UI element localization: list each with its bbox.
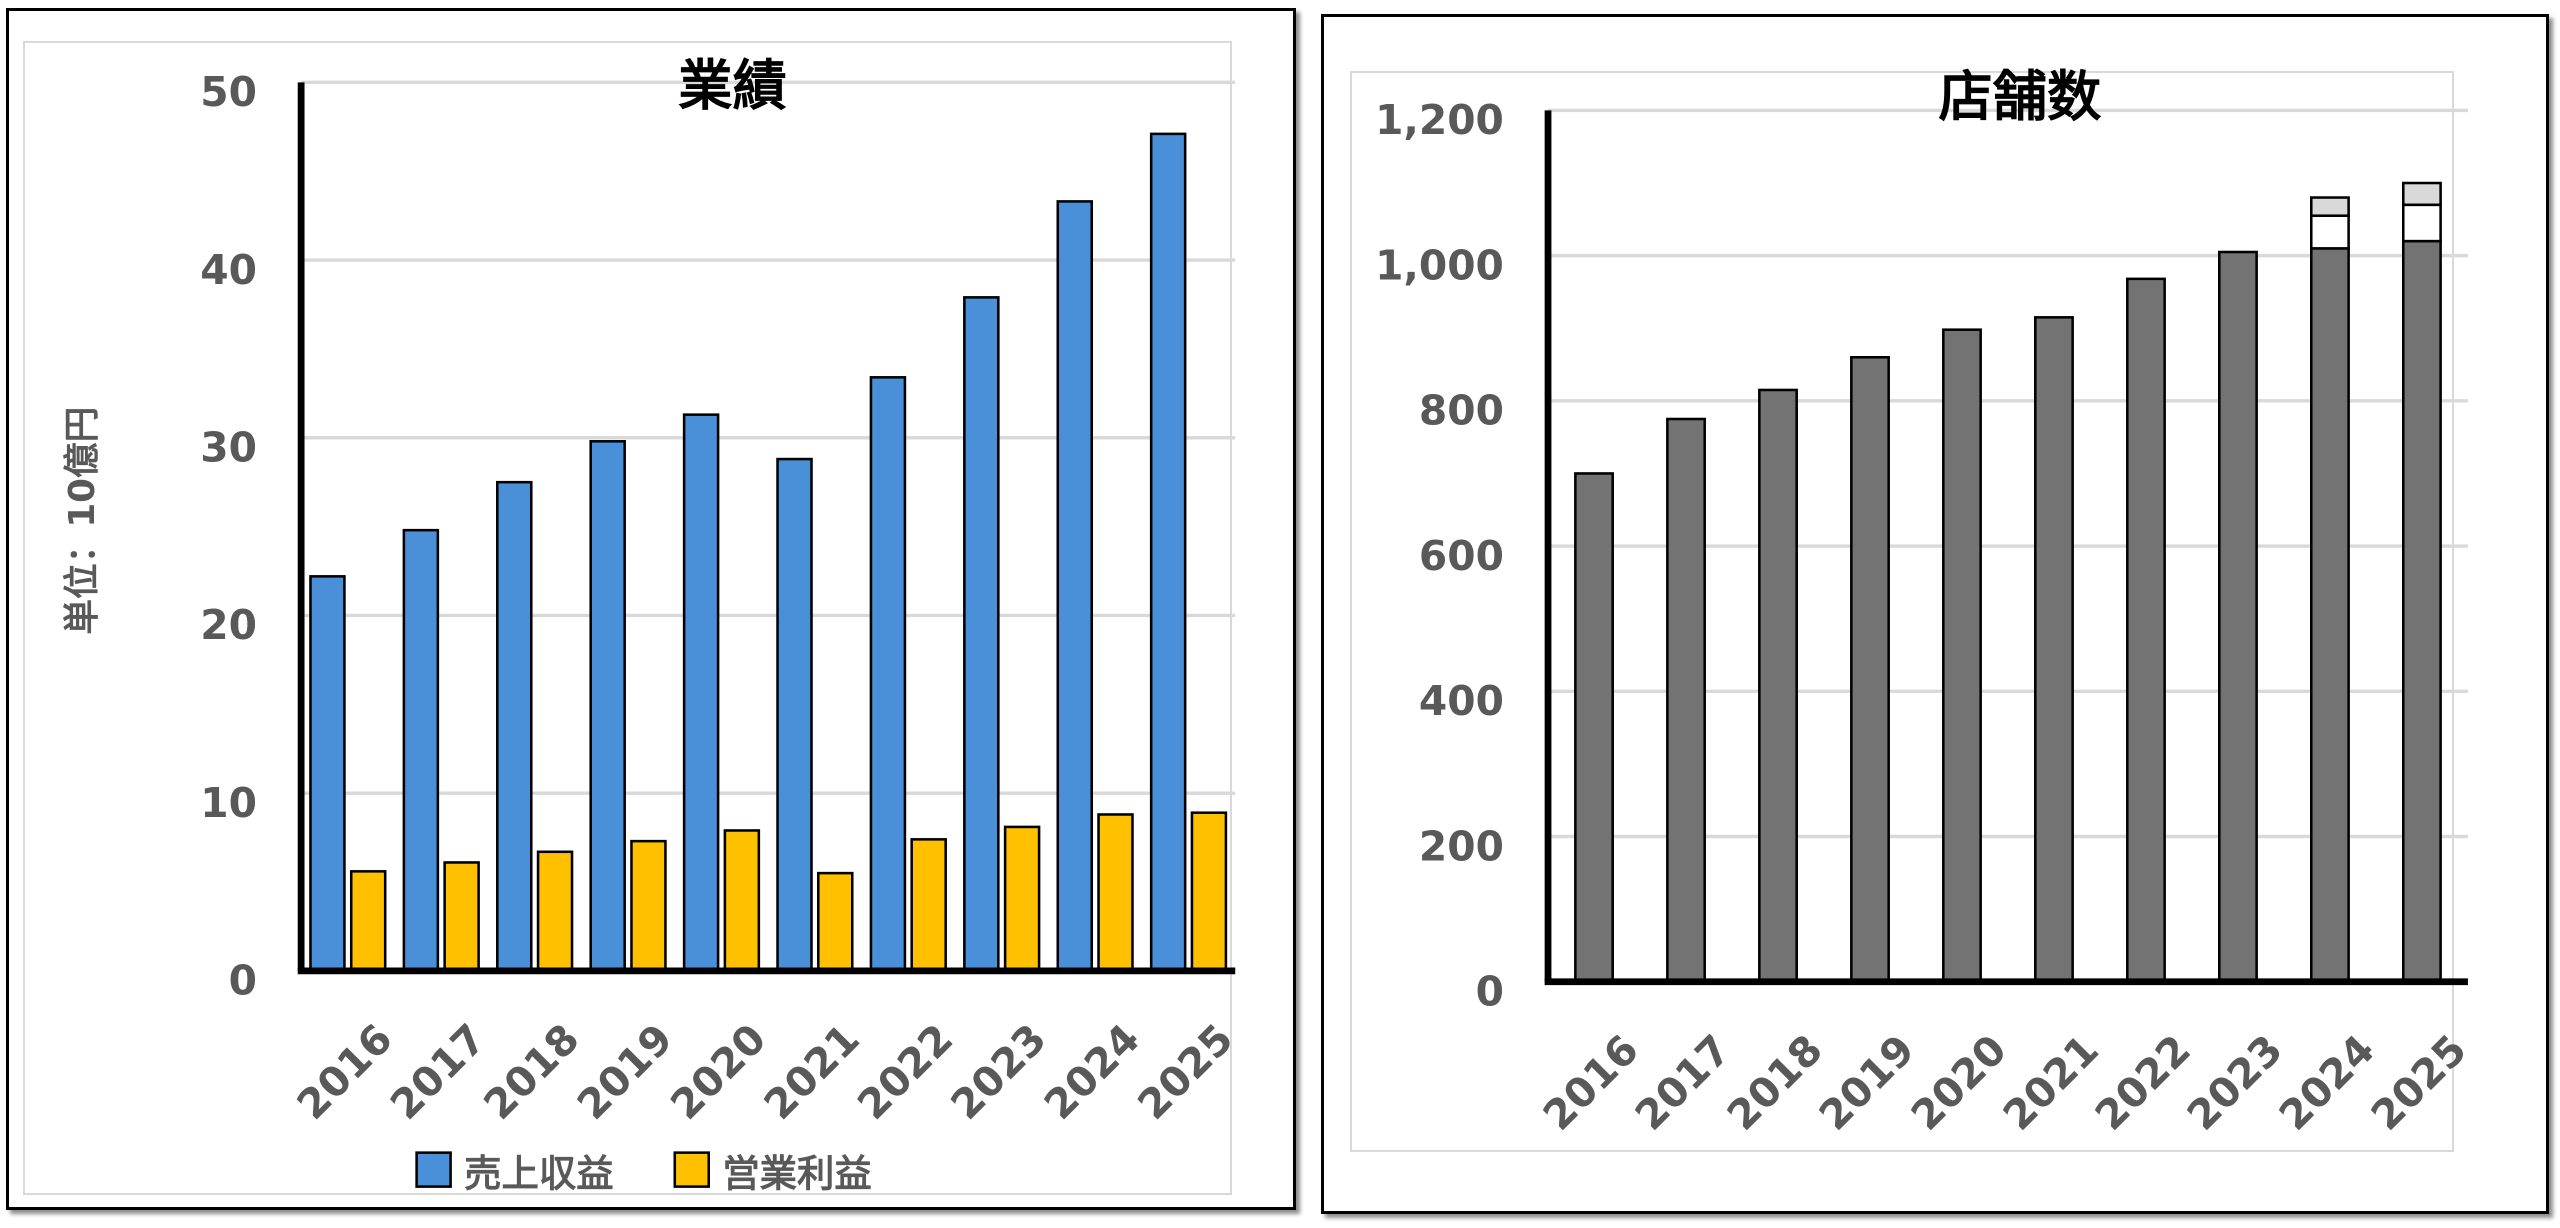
store-count-planned-bar xyxy=(2310,196,2350,217)
store-count-bar xyxy=(2034,316,2074,983)
y-tick-label: 40 xyxy=(200,246,257,294)
operating-profit-bar xyxy=(1003,825,1041,973)
x-tick-label: 2021 xyxy=(1994,1025,2108,1139)
store-count-bar xyxy=(2310,247,2350,983)
operating-profit-bar xyxy=(630,839,667,973)
x-tick-label: 2018 xyxy=(474,1015,588,1129)
y-tick-label: 600 xyxy=(1419,532,1504,580)
y-axis-label: 単位：10億円 xyxy=(62,407,103,635)
x-tick-label: 2024 xyxy=(1035,1015,1149,1129)
x-tick-label: 2025 xyxy=(2362,1025,2476,1139)
store-count-bar xyxy=(1942,328,1982,983)
revenue-bar xyxy=(496,480,533,973)
x-tick-label: 2022 xyxy=(2086,1025,2200,1139)
revenue-bar xyxy=(589,440,626,973)
operating-profit-bar xyxy=(817,871,854,973)
y-tick-label: 400 xyxy=(1419,677,1504,725)
x-tick-label: 2017 xyxy=(1626,1025,1740,1139)
revenue-bar xyxy=(776,457,813,973)
operating-profit-bar xyxy=(723,829,761,973)
y-tick-label: 30 xyxy=(200,424,257,472)
x-tick-label: 2016 xyxy=(1534,1025,1648,1139)
sales-chart: 0102030405020162017201820192020202120222… xyxy=(62,54,1243,1196)
y-tick-label: 10 xyxy=(200,779,257,827)
x-tick-label: 2023 xyxy=(942,1015,1056,1129)
x-tick-label: 2016 xyxy=(288,1015,402,1129)
x-tick-label: 2019 xyxy=(568,1015,682,1129)
revenue-bar xyxy=(963,296,1000,973)
store-count-bar xyxy=(2126,277,2166,983)
legend-swatch-operating-profit xyxy=(673,1151,711,1188)
store-count-chart-plot-frame xyxy=(1350,71,2454,1152)
store-count-chart: 02004006008001,0001,20020162017201820192… xyxy=(1375,65,2476,1139)
store-count-chart-panel: 0 200 400 600 800 1,000 1,200 2016 2017 2018 2019 2… xyxy=(1321,14,2549,1214)
y-tick-label: 1,200 xyxy=(1375,96,1504,144)
y-tick-label: 0 xyxy=(229,957,257,1005)
y-tick-label: 50 xyxy=(200,68,257,116)
store-count-bar xyxy=(1574,472,1614,983)
operating-profit-bar xyxy=(443,861,480,973)
store-count-bar xyxy=(1666,417,1706,983)
x-tick-label: 2024 xyxy=(2270,1025,2384,1139)
x-tick-label: 2020 xyxy=(1902,1025,2016,1139)
y-tick-label: 1,000 xyxy=(1375,241,1504,289)
operating-profit-bar xyxy=(1190,811,1228,973)
chart-title: 業績 xyxy=(678,54,787,117)
x-tick-label: 2018 xyxy=(1718,1025,1832,1139)
operating-profit-bar xyxy=(910,838,947,973)
sales-chart-plot-frame xyxy=(23,41,1232,1195)
store-count-increment-bar xyxy=(2310,214,2350,250)
operating-profit-bar xyxy=(349,870,387,973)
x-tick-label: 2025 xyxy=(1128,1015,1242,1129)
x-tick-label: 2021 xyxy=(755,1015,869,1129)
revenue-bar xyxy=(682,413,720,973)
store-count-bar xyxy=(1758,388,1798,983)
x-tick-label: 2019 xyxy=(1810,1025,1924,1139)
legend-swatch-revenue xyxy=(415,1151,452,1188)
revenue-bar xyxy=(1056,200,1094,973)
store-count-planned-bar xyxy=(2401,181,2442,207)
operating-profit-bar xyxy=(536,850,574,973)
revenue-bar xyxy=(309,575,346,973)
y-tick-label: 20 xyxy=(200,601,257,649)
x-tick-label: 2017 xyxy=(381,1015,495,1129)
revenue-bar xyxy=(1149,132,1187,973)
chart-title: 店舗数 xyxy=(1938,65,2102,128)
y-tick-label: 800 xyxy=(1419,387,1504,435)
store-count-bar xyxy=(2401,239,2442,983)
legend-label-operating-profit: 営業利益 xyxy=(722,1152,871,1196)
store-count-increment-bar xyxy=(2401,203,2442,243)
revenue-bar xyxy=(869,376,907,973)
sales-chart-panel: 0 10 20 30 40 50 2016 2017 2018 2019 2020 2021 2022 2… xyxy=(6,8,1296,1210)
x-tick-label: 2023 xyxy=(2178,1025,2292,1139)
y-tick-label: 0 xyxy=(1476,967,1504,1015)
revenue-bar xyxy=(402,528,440,973)
store-count-bar xyxy=(2218,250,2258,983)
operating-profit-bar xyxy=(1097,813,1134,973)
x-tick-label: 2022 xyxy=(848,1015,962,1129)
y-tick-label: 200 xyxy=(1419,822,1504,870)
store-count-bar xyxy=(1850,356,1890,983)
legend-label-revenue: 売上収益 xyxy=(464,1152,613,1196)
x-tick-label: 2020 xyxy=(661,1015,775,1129)
